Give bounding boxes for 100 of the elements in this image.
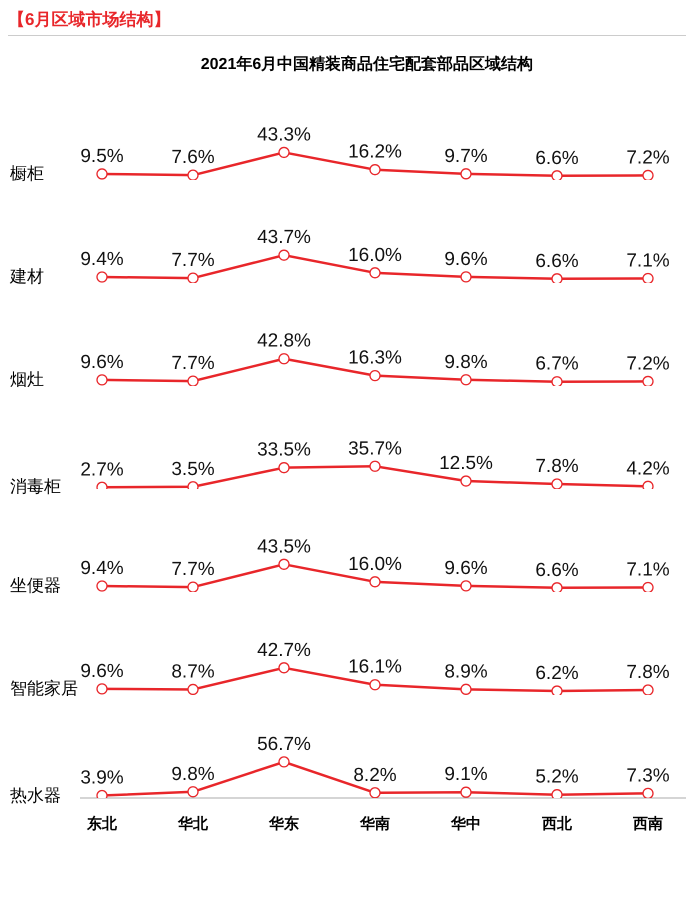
x-tick-label: 西南: [632, 816, 663, 833]
text: 【6月区域市场结构】: [8, 8, 686, 36]
point: [278, 146, 290, 158]
data-label: 33.5%: [257, 440, 312, 461]
point: [278, 353, 290, 364]
point: [278, 250, 290, 261]
point: [369, 787, 381, 798]
point: [460, 475, 472, 487]
data-label: 9.8%: [171, 764, 215, 785]
point: [460, 580, 472, 592]
x-tick-label: 华北: [177, 816, 209, 833]
point: [460, 168, 472, 180]
data-label: 7.2%: [626, 147, 670, 168]
data-label: 7.7%: [171, 559, 215, 580]
point: [96, 374, 108, 386]
data-label: 8.2%: [353, 764, 397, 786]
point: [369, 164, 381, 176]
point: [278, 462, 290, 474]
point: [551, 478, 563, 489]
data-label: 9.6%: [444, 248, 488, 270]
data-label: 12.5%: [439, 453, 494, 474]
data-label: 6.6%: [535, 148, 579, 169]
data-label: 7.3%: [626, 765, 670, 786]
data-label: 16.0%: [348, 554, 402, 575]
data-label: 7.7%: [171, 353, 215, 374]
point: [96, 168, 108, 180]
data-label: 9.1%: [444, 764, 488, 786]
data-label: 43.5%: [257, 536, 312, 558]
x-tick-label: 西北: [541, 816, 573, 833]
point: [551, 789, 563, 798]
point: [551, 170, 563, 180]
point: [460, 786, 472, 798]
point: [187, 272, 199, 283]
y-axis-title: 热水器: [10, 784, 61, 807]
data-label: 8.7%: [171, 661, 215, 682]
x-tick-label: 东北: [86, 814, 118, 833]
point: [460, 374, 472, 386]
point: [460, 684, 472, 695]
point: [551, 582, 563, 592]
point: [642, 272, 654, 283]
point: [551, 273, 563, 283]
data-label: 16.0%: [348, 244, 402, 266]
x-tick-label: 华中: [450, 816, 481, 833]
data-label: 42.7%: [257, 640, 312, 661]
point: [278, 558, 290, 570]
point: [187, 684, 199, 695]
data-label: 7.2%: [626, 353, 670, 374]
data-label: 56.7%: [257, 734, 312, 755]
point: [369, 370, 381, 382]
data-label: 9.6%: [444, 558, 488, 579]
point: [369, 679, 381, 690]
data-label: 2.7%: [80, 459, 124, 480]
data-label: 7.7%: [171, 250, 215, 272]
data-label: 43.7%: [257, 227, 312, 248]
point: [369, 460, 381, 472]
chart-title: 2021年6月中国精装商品住宅配套部品区域结构: [200, 54, 534, 75]
point: [642, 788, 654, 798]
data-label: 9.7%: [444, 146, 488, 167]
data-label: 3.9%: [80, 768, 124, 789]
data-label: 6.7%: [535, 354, 579, 375]
point: [96, 271, 108, 283]
x-tick-label: 华南: [359, 816, 390, 833]
data-label: 42.8%: [257, 330, 312, 352]
data-label: 6.6%: [535, 560, 579, 581]
point: [187, 786, 199, 798]
data-label: 7.1%: [626, 250, 670, 272]
data-label: 5.2%: [535, 766, 579, 788]
data-label: 4.2%: [626, 458, 670, 480]
y-axis-title: 智能家居: [10, 678, 78, 700]
point: [642, 582, 654, 592]
point: [369, 576, 381, 588]
data-label: 16.3%: [348, 348, 402, 369]
point: [187, 375, 199, 386]
data-label: 9.4%: [80, 249, 124, 270]
data-label: 9.8%: [444, 352, 488, 373]
point: [187, 581, 199, 592]
data-label: 43.3%: [257, 124, 312, 146]
x-tick-label: 华东: [268, 814, 299, 833]
data-label: 7.1%: [626, 559, 670, 580]
data-label: 16.2%: [348, 142, 402, 163]
data-label: 9.6%: [80, 660, 124, 682]
data-label: 9.4%: [80, 558, 124, 580]
point: [96, 683, 108, 695]
y-axis-title: 烟灶: [10, 368, 44, 391]
point: [642, 684, 654, 695]
data-label: 8.9%: [444, 661, 488, 682]
point: [642, 170, 654, 180]
point: [278, 662, 290, 674]
point: [278, 756, 290, 768]
data-label: 9.6%: [80, 352, 124, 373]
data-label: 7.8%: [626, 662, 670, 684]
y-axis-title: 坐便器: [10, 575, 61, 597]
data-label: 9.5%: [80, 146, 124, 167]
data-label: 3.5%: [171, 458, 215, 480]
point: [187, 170, 199, 180]
y-axis-title: 橱柜: [10, 162, 44, 185]
data-label: 6.6%: [535, 250, 579, 272]
point: [551, 685, 563, 695]
point: [460, 271, 472, 283]
y-axis-title: 消毒柜: [10, 476, 61, 498]
